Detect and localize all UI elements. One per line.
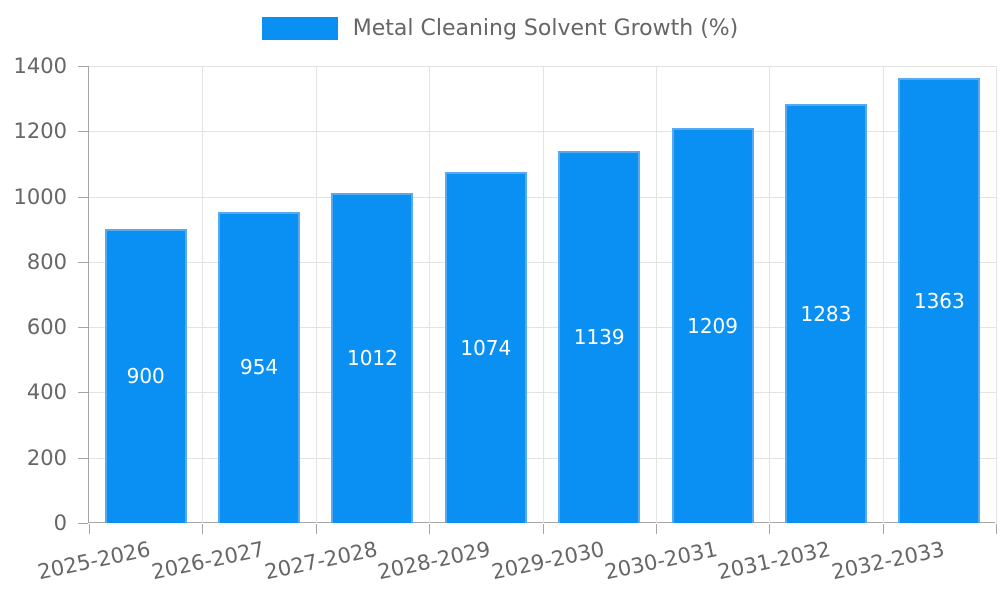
x-axis-tick bbox=[655, 524, 657, 534]
x-axis-tick bbox=[202, 524, 204, 534]
x-axis-tick bbox=[882, 524, 884, 534]
x-gridline bbox=[996, 66, 997, 523]
y-axis-tick bbox=[78, 131, 88, 133]
x-axis-tick bbox=[769, 524, 771, 534]
y-axis-tick bbox=[78, 66, 88, 67]
y-axis-tick bbox=[78, 392, 88, 394]
y-axis-tick-label: 1400 bbox=[13, 54, 67, 78]
x-gridline bbox=[769, 66, 771, 523]
x-gridline bbox=[882, 66, 884, 523]
x-axis-tick-label: 2028-2029 bbox=[375, 537, 493, 585]
bar[interactable] bbox=[898, 78, 981, 523]
y-axis-tick bbox=[78, 327, 88, 329]
x-gridline bbox=[655, 66, 657, 523]
x-gridline bbox=[202, 66, 204, 523]
y-axis-tick bbox=[78, 196, 88, 198]
plot-area: 0 200 400 600 800 1000 1200 1400 900 2025-2026 954… bbox=[14, 54, 997, 584]
x-axis-tick-label: 2029-2030 bbox=[489, 537, 607, 585]
bar[interactable] bbox=[784, 104, 867, 523]
x-gridline bbox=[429, 66, 431, 523]
y-axis-tick bbox=[78, 261, 88, 263]
y-axis-tick-label: 400 bbox=[26, 380, 67, 405]
bar[interactable] bbox=[671, 128, 754, 523]
x-axis-tick bbox=[429, 524, 431, 534]
x-axis-tick-label: 2031-2032 bbox=[715, 537, 833, 585]
x-axis-tick bbox=[996, 524, 997, 534]
y-axis-tick-label: 600 bbox=[26, 315, 67, 340]
x-gridline bbox=[542, 66, 544, 523]
y-axis-tick bbox=[78, 523, 88, 524]
legend-label: Metal Cleaning Solvent Growth (%) bbox=[352, 16, 739, 41]
bar[interactable] bbox=[218, 211, 301, 523]
x-axis-tick-label: 2025-2026 bbox=[35, 537, 153, 585]
bar[interactable] bbox=[331, 192, 414, 523]
x-axis-tick-label: 2032-2033 bbox=[829, 537, 947, 585]
bar[interactable] bbox=[444, 172, 527, 523]
y-axis-tick-label: 0 bbox=[53, 511, 67, 535]
y-axis-tick bbox=[78, 457, 88, 459]
x-axis-tick-label: 2030-2031 bbox=[602, 537, 720, 585]
y-axis-tick-label: 1000 bbox=[13, 184, 67, 209]
x-gridline bbox=[315, 66, 317, 523]
x-axis-tick bbox=[542, 524, 544, 534]
x-axis-tick-label: 2027-2028 bbox=[262, 537, 380, 585]
x-axis-tick bbox=[315, 524, 317, 534]
bar[interactable] bbox=[558, 151, 641, 523]
y-axis-tick-label: 800 bbox=[26, 249, 67, 274]
y-axis-tick-label: 200 bbox=[26, 445, 67, 470]
legend[interactable]: Metal Cleaning Solvent Growth (%) bbox=[0, 16, 1000, 41]
y-axis-tick-label: 1200 bbox=[13, 119, 67, 144]
x-axis-tick bbox=[89, 524, 90, 534]
legend-swatch-icon bbox=[261, 17, 338, 40]
x-axis-tick-label: 2026-2027 bbox=[149, 537, 267, 585]
bar[interactable] bbox=[104, 229, 187, 523]
